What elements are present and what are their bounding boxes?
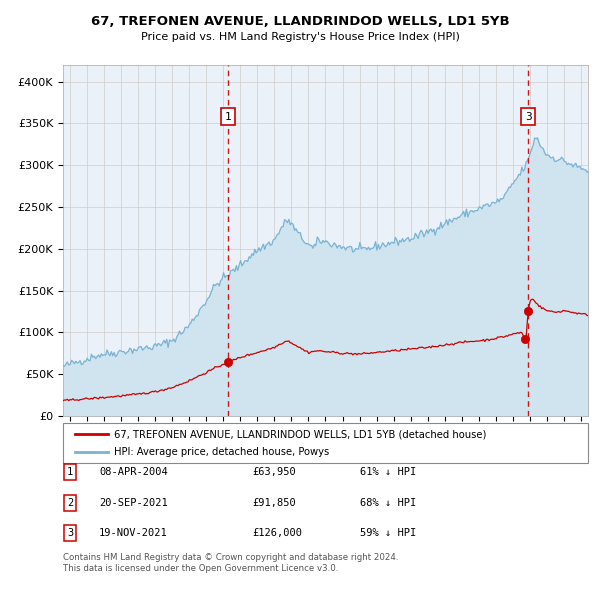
Text: 1: 1	[67, 467, 73, 477]
Text: 2: 2	[67, 498, 73, 507]
Text: HPI: Average price, detached house, Powys: HPI: Average price, detached house, Powy…	[114, 447, 329, 457]
Text: £63,950: £63,950	[252, 467, 296, 477]
Text: 3: 3	[67, 529, 73, 538]
Text: £91,850: £91,850	[252, 498, 296, 507]
Text: £126,000: £126,000	[252, 529, 302, 538]
Text: This data is licensed under the Open Government Licence v3.0.: This data is licensed under the Open Gov…	[63, 565, 338, 573]
Text: Price paid vs. HM Land Registry's House Price Index (HPI): Price paid vs. HM Land Registry's House …	[140, 32, 460, 42]
Text: 61% ↓ HPI: 61% ↓ HPI	[360, 467, 416, 477]
Text: Contains HM Land Registry data © Crown copyright and database right 2024.: Contains HM Land Registry data © Crown c…	[63, 553, 398, 562]
Text: 19-NOV-2021: 19-NOV-2021	[99, 529, 168, 538]
Text: 1: 1	[224, 112, 231, 122]
Text: 68% ↓ HPI: 68% ↓ HPI	[360, 498, 416, 507]
Text: 3: 3	[525, 112, 532, 122]
Text: 08-APR-2004: 08-APR-2004	[99, 467, 168, 477]
Text: 67, TREFONEN AVENUE, LLANDRINDOD WELLS, LD1 5YB (detached house): 67, TREFONEN AVENUE, LLANDRINDOD WELLS, …	[114, 430, 487, 440]
Text: 59% ↓ HPI: 59% ↓ HPI	[360, 529, 416, 538]
Text: 67, TREFONEN AVENUE, LLANDRINDOD WELLS, LD1 5YB: 67, TREFONEN AVENUE, LLANDRINDOD WELLS, …	[91, 15, 509, 28]
Text: 20-SEP-2021: 20-SEP-2021	[99, 498, 168, 507]
